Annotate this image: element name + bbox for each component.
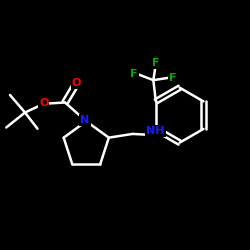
- Text: O: O: [39, 98, 48, 108]
- Text: F: F: [152, 58, 160, 68]
- Text: NH: NH: [146, 126, 165, 136]
- Text: O: O: [72, 78, 81, 88]
- Text: N: N: [80, 115, 90, 125]
- Text: F: F: [130, 69, 138, 79]
- Text: F: F: [169, 73, 177, 83]
